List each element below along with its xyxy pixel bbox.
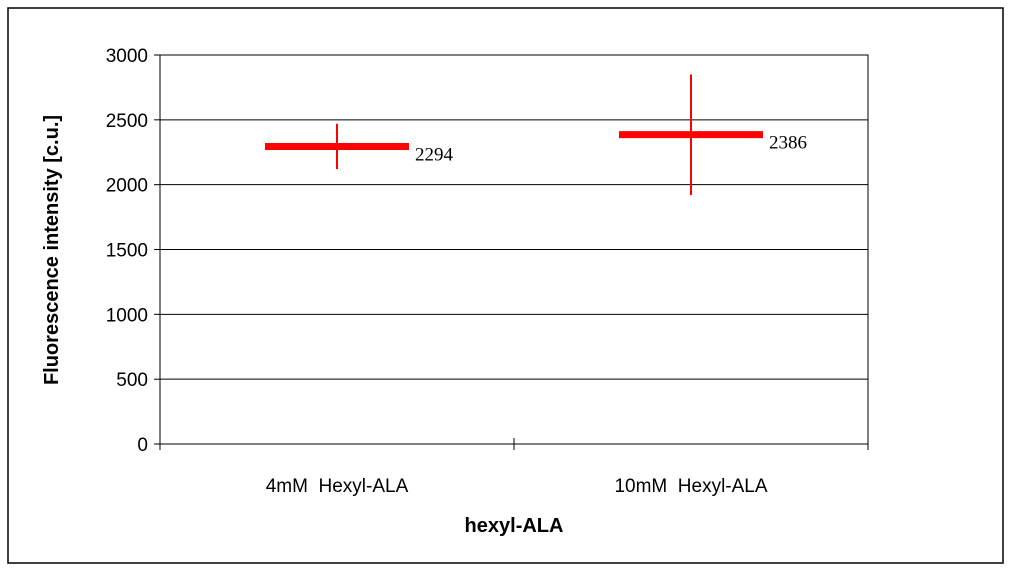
axes [154,54,869,450]
y-tick-label: 3000 [106,46,148,67]
y-tick-label: 1500 [106,241,148,262]
x-tick-label: 10mM Hexyl-ALA [614,476,767,497]
y-tick-label: 2500 [106,111,148,132]
y-tick-label: 500 [116,370,148,391]
series-marks: 2294 2386 [265,74,807,196]
x-tick-label: 4mM Hexyl-ALA [266,476,409,497]
y-axis-title: Fluorescence intensity [c.u.] [41,115,63,385]
chart-border [7,7,1004,564]
data-label: 2294 [415,145,454,166]
gridlines [160,54,868,380]
data-label: 2386 [769,133,807,154]
y-tick-label: 0 [137,435,148,456]
y-tick-label: 2000 [106,176,148,197]
y-tick-label: 1000 [106,305,148,326]
x-axis-title: hexyl-ALA [465,515,564,537]
tick-labels: 0 500 1000 1500 2000 2500 3000 4mM Hexyl-ALA 10m… [106,46,768,497]
